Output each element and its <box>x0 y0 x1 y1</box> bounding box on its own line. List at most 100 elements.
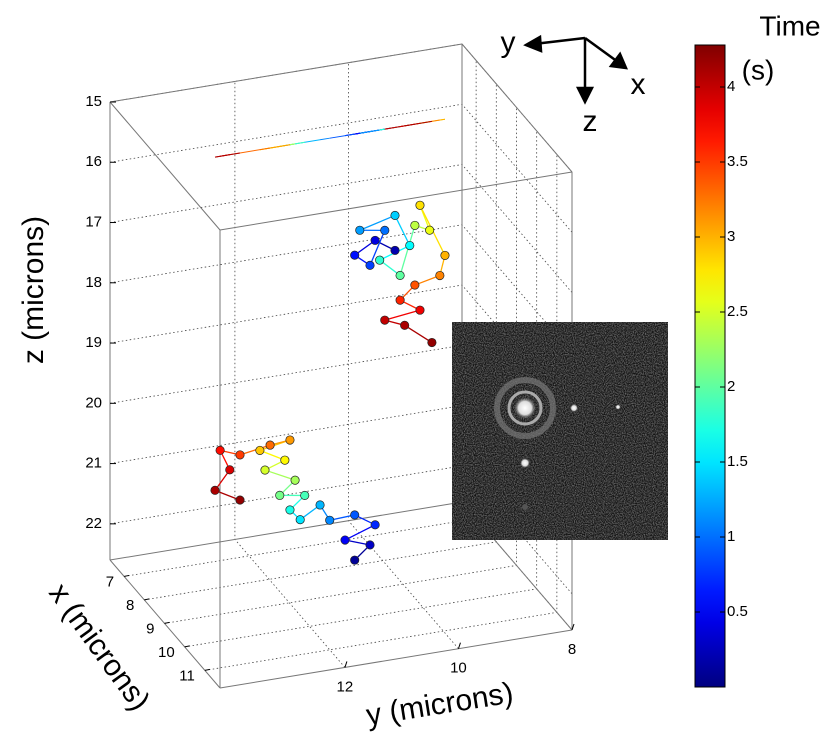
box-edge <box>110 44 462 102</box>
colorbar-gradient <box>695 45 725 687</box>
colorbar-tick-label: 3.5 <box>727 153 748 170</box>
z-tick-label: 22 <box>85 515 102 532</box>
projection-segment <box>215 153 240 157</box>
track-point <box>381 316 389 324</box>
y-tick-label: 10 <box>450 660 467 677</box>
grid-line <box>110 44 572 172</box>
projection-segment <box>330 134 355 138</box>
track-point <box>286 506 294 514</box>
track-point <box>441 251 449 259</box>
track-point <box>341 536 349 544</box>
projection-segment <box>320 138 330 140</box>
track-point <box>236 451 244 459</box>
tick-mark <box>205 669 210 670</box>
glyph-label: z <box>583 105 598 138</box>
track-point <box>436 271 444 279</box>
track-segment <box>385 310 420 320</box>
track-point <box>381 226 389 234</box>
glyph-arrowhead <box>611 54 626 68</box>
colorbar-tick-label: 2 <box>727 378 735 395</box>
track-point <box>356 226 364 234</box>
track-point <box>428 338 436 346</box>
track-point <box>391 246 399 254</box>
x-tick-label: 8 <box>126 597 134 614</box>
x-tick-label: 7 <box>106 573 114 590</box>
z-tick-label: 15 <box>85 93 102 110</box>
glyph-arrow <box>585 38 618 62</box>
track-point <box>371 521 379 529</box>
colorbar: 0.511.522.533.54 <box>695 45 748 687</box>
track-point <box>416 201 424 209</box>
colorbar-tick-label: 0.5 <box>727 603 748 620</box>
y-tick-label: 12 <box>337 678 354 695</box>
track-point <box>375 256 383 264</box>
particle-image <box>514 397 536 419</box>
track-segment <box>240 445 270 455</box>
spot <box>520 458 530 468</box>
track-point <box>301 491 309 499</box>
track-point <box>281 456 289 464</box>
track-segment <box>265 470 295 480</box>
x-tick-label: 9 <box>146 620 154 637</box>
track-point <box>400 321 408 329</box>
track-segment <box>405 325 432 342</box>
z-tick-label: 16 <box>85 153 102 170</box>
z-tick-label: 21 <box>85 455 102 472</box>
x-tick-label: 11 <box>179 667 195 684</box>
colorbar-label: Time <box>759 10 820 41</box>
spot <box>522 504 528 510</box>
track-point <box>316 501 324 509</box>
projection-segment <box>440 119 445 120</box>
inset-image <box>452 322 668 540</box>
projection-segment <box>385 126 405 129</box>
data <box>211 119 449 564</box>
colorbar-tick-label: 1.5 <box>727 453 748 470</box>
box-edge <box>462 44 572 172</box>
track-point <box>396 296 404 304</box>
track-point <box>416 306 424 314</box>
track-point <box>371 236 379 244</box>
y-tick-label: 8 <box>568 641 576 658</box>
track-point <box>350 251 358 259</box>
x-axis-label: x (microns) <box>42 577 156 716</box>
track-point <box>411 281 419 289</box>
y-axis-label: y (microns) <box>364 677 516 733</box>
z-axis-label: z (microns) <box>17 216 50 364</box>
box-edge <box>220 172 572 230</box>
track-point <box>286 436 294 444</box>
track-point <box>276 491 284 499</box>
track-point <box>425 226 433 234</box>
z-tick-label: 20 <box>85 394 102 411</box>
axes-glyph <box>526 37 626 102</box>
track-point <box>261 466 269 474</box>
track-point <box>216 446 224 454</box>
tick-mark <box>124 575 129 576</box>
box-edge <box>110 102 220 230</box>
colorbar-tick-label: 2.5 <box>727 303 748 320</box>
inset-noise <box>452 322 668 540</box>
track-point <box>406 241 414 249</box>
track-point <box>411 221 419 229</box>
track-point <box>291 476 299 484</box>
projection-segment <box>270 145 290 148</box>
track-segment <box>360 215 395 230</box>
track-point <box>296 515 304 523</box>
track-point <box>350 511 358 519</box>
colorbar-tick-label: 4 <box>727 78 735 95</box>
track-point <box>366 541 374 549</box>
track-point <box>266 441 274 449</box>
spot <box>616 405 621 410</box>
glyph-label: y <box>501 26 516 59</box>
glyph-arrowhead <box>526 37 541 51</box>
glyph-label: x <box>631 68 646 101</box>
z-tick-label: 18 <box>85 274 102 291</box>
grid-line <box>235 81 345 667</box>
grid-line <box>144 84 496 600</box>
track-segment <box>395 215 410 245</box>
projection-segment <box>240 148 270 153</box>
projection-segment <box>405 121 432 125</box>
colorbar-label: (s) <box>742 54 775 85</box>
track-segment <box>400 225 415 275</box>
track-point <box>350 556 358 564</box>
